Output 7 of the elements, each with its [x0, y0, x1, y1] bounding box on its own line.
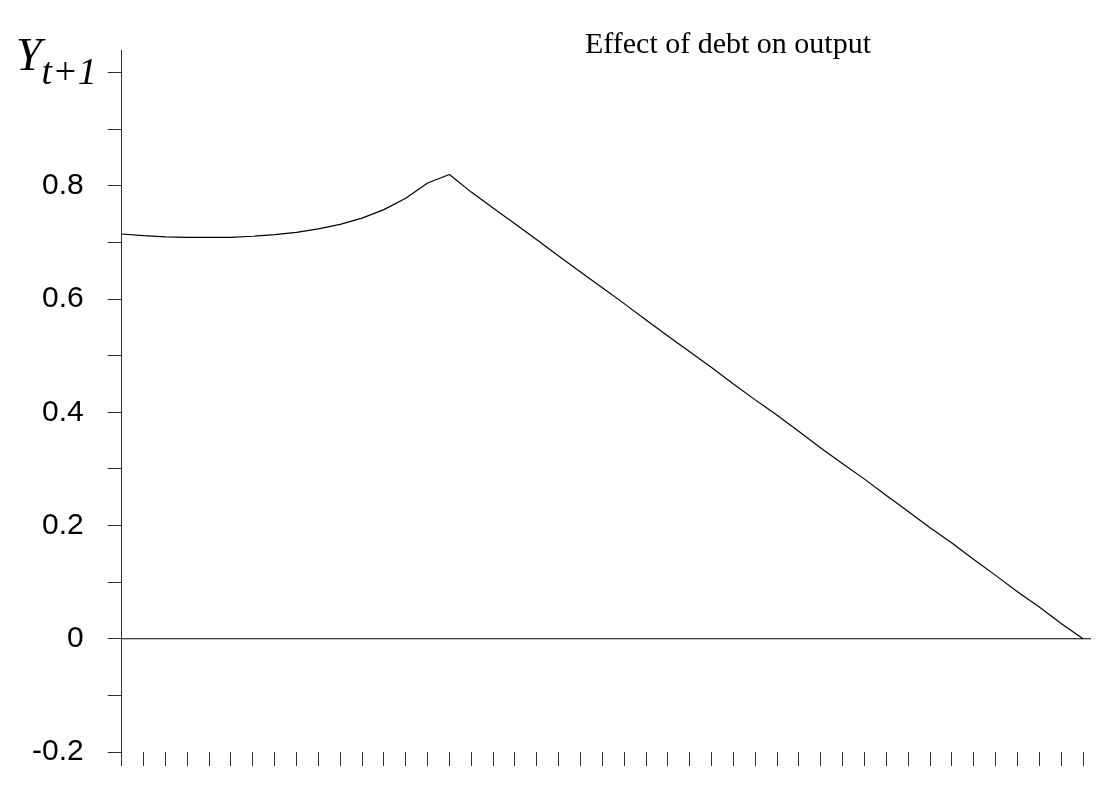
y-tick-label: 0.8: [41, 167, 84, 201]
y-tick-label: 0: [67, 620, 84, 654]
y-tick-label: 0.4: [41, 393, 84, 427]
y-tick-label: 0.6: [41, 280, 84, 314]
chart-title: Effect of debt on output: [584, 25, 872, 59]
y-tick-label: 0.2: [41, 506, 84, 540]
y-tick-label: -0.2: [31, 733, 84, 767]
